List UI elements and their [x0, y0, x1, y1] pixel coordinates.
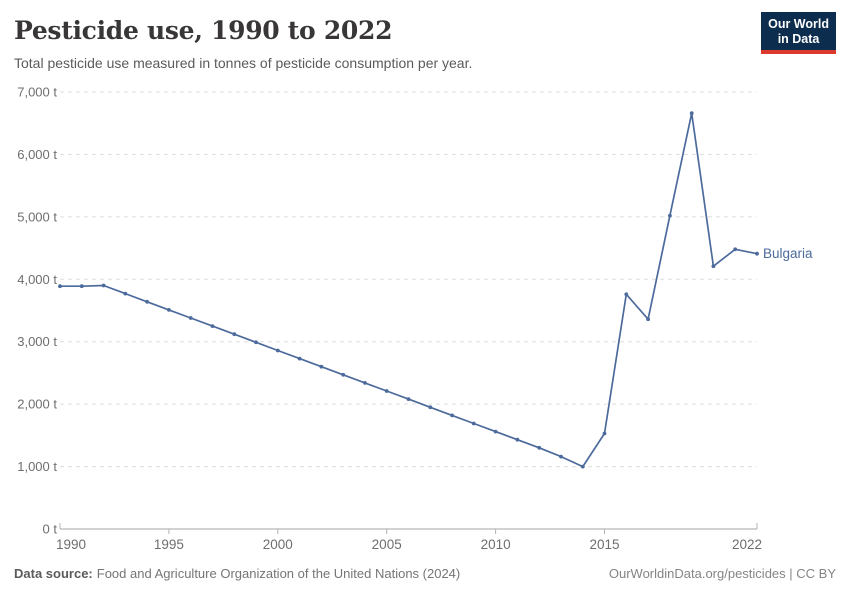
- data-point-1999[interactable]: [254, 340, 258, 345]
- x-axis-tick-label: 2005: [372, 537, 402, 552]
- credit-link[interactable]: OurWorldinData.org/pesticides | CC BY: [608, 566, 836, 581]
- owid-logo-line1: Our World: [768, 17, 829, 31]
- x-axis-tick-label: 2010: [481, 537, 511, 552]
- data-point-2018[interactable]: [668, 213, 672, 218]
- chart-footer: Data source: Food and Agriculture Organiz…: [14, 566, 836, 581]
- data-point-1993[interactable]: [123, 291, 128, 296]
- data-point-2005[interactable]: [384, 389, 389, 393]
- data-point-2004[interactable]: [363, 381, 367, 385]
- owid-logo[interactable]: Our World in Data: [761, 12, 836, 54]
- data-point-2006[interactable]: [406, 397, 411, 401]
- chart-subtitle: Total pesticide use measured in tonnes o…: [14, 55, 473, 71]
- series-end-label[interactable]: Bulgaria: [763, 246, 813, 261]
- data-point-2011[interactable]: [515, 437, 520, 442]
- data-point-2014[interactable]: [580, 464, 585, 469]
- data-point-2020[interactable]: [711, 264, 716, 269]
- data-point-2010[interactable]: [493, 429, 498, 434]
- y-axis-tick-label: 4,000 t: [17, 272, 57, 287]
- y-axis-tick-label: 7,000 t: [17, 85, 57, 100]
- data-point-2013[interactable]: [559, 454, 563, 459]
- data-point-1995[interactable]: [167, 308, 171, 312]
- line-series-bulgaria[interactable]: [59, 112, 758, 468]
- data-point-2017[interactable]: [646, 317, 650, 322]
- x-axis-tick-label: 1990: [56, 537, 86, 552]
- data-point-2009[interactable]: [471, 421, 476, 426]
- data-point-2000[interactable]: [275, 348, 280, 353]
- page-title: Pesticide use, 1990 to 2022: [14, 16, 393, 45]
- data-point-1996[interactable]: [188, 316, 193, 320]
- x-axis-tick-label: 2022: [732, 537, 762, 552]
- y-axis-tick-label: 2,000 t: [17, 397, 57, 412]
- data-point-1991[interactable]: [79, 284, 84, 289]
- y-axis-tick-label: 3,000 t: [17, 334, 57, 349]
- data-point-2022[interactable]: [755, 251, 759, 256]
- data-point-1998[interactable]: [232, 332, 237, 337]
- data-point-1992[interactable]: [101, 283, 106, 288]
- x-axis-tick-label: 2015: [589, 537, 619, 552]
- data-point-2008[interactable]: [450, 413, 454, 418]
- data-point-2002[interactable]: [319, 364, 324, 369]
- data-source-note: Data source: Food and Agriculture Organiz…: [14, 566, 460, 581]
- y-axis-tick-label: 6,000 t: [17, 147, 57, 162]
- data-point-2021[interactable]: [733, 247, 738, 252]
- data-source-label: Data source:: [14, 566, 93, 581]
- data-point-1990[interactable]: [58, 284, 62, 289]
- data-source-text: Food and Agriculture Organization of the…: [96, 566, 461, 581]
- y-axis-tick-label: 5,000 t: [17, 209, 57, 224]
- data-point-2012[interactable]: [537, 445, 542, 450]
- data-point-1994[interactable]: [145, 299, 150, 304]
- x-axis-tick-label: 2000: [263, 537, 293, 552]
- y-axis-tick-label: 1,000 t: [17, 459, 57, 474]
- data-point-2016[interactable]: [624, 292, 629, 297]
- owid-logo-line2: in Data: [777, 32, 820, 46]
- data-point-2001[interactable]: [297, 356, 302, 361]
- data-point-1997[interactable]: [210, 324, 215, 328]
- data-point-2015[interactable]: [602, 431, 607, 436]
- x-axis-tick-label: 1995: [154, 537, 184, 552]
- y-axis-tick-label: 0 t: [43, 522, 58, 537]
- data-point-2007[interactable]: [428, 405, 433, 410]
- data-point-2019[interactable]: [689, 111, 694, 116]
- data-point-2003[interactable]: [341, 372, 346, 377]
